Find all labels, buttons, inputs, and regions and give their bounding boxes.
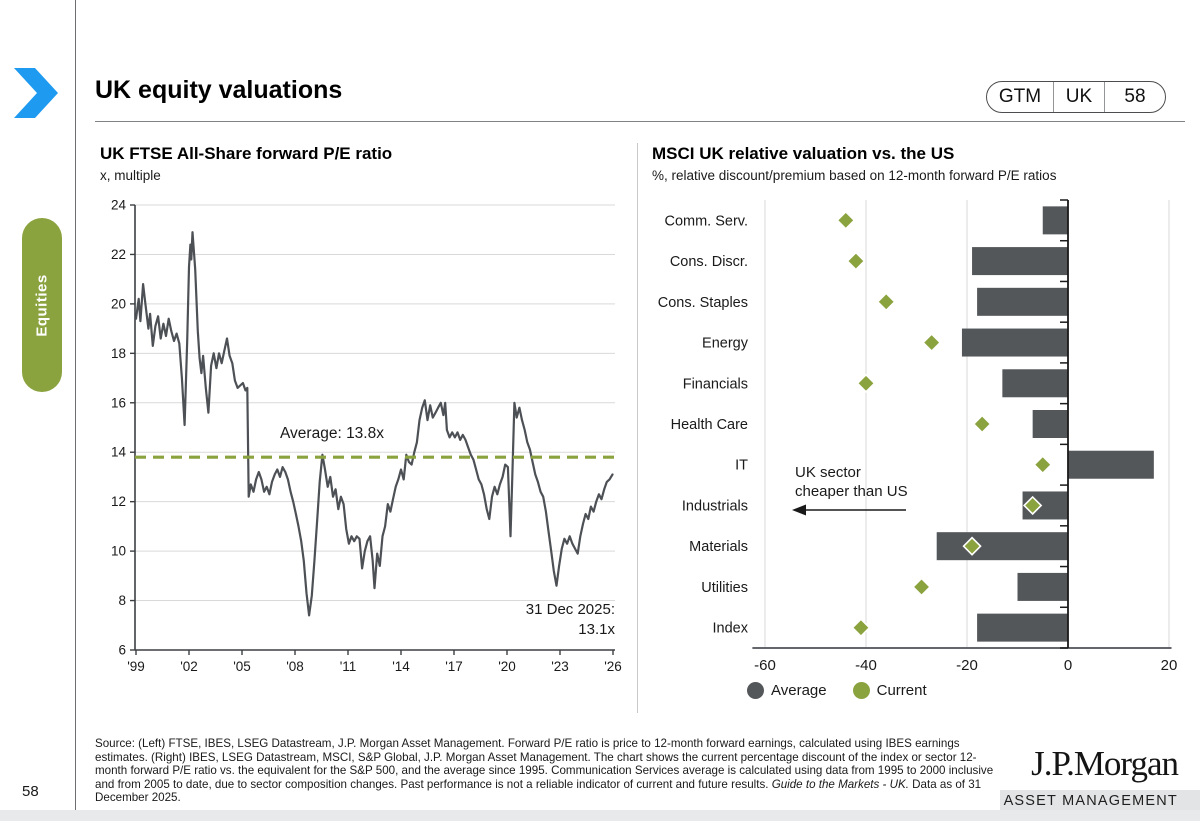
average-bar — [1042, 206, 1068, 235]
sidebar-tab-label: Equities — [33, 273, 51, 337]
y-tick-label: 14 — [111, 445, 127, 460]
category-label: Cons. Staples — [658, 295, 748, 311]
x-tick-label: '99 — [127, 659, 145, 674]
forward-pe-line-chart: 6 8 10 12 14 16 18 20 22 24 '99 '02 '05 '08 '11 '14 '17 '… — [111, 198, 622, 675]
current-diamond — [922, 332, 942, 353]
jpmorgan-logo: J.P.Morgan — [1031, 744, 1179, 783]
category-label: Financials — [683, 376, 748, 392]
right-chart-title: MSCI UK relative valuation vs. the US — [652, 144, 955, 163]
latest-value-date: 31 Dec 2025: — [525, 601, 615, 618]
left-chart-title: UK FTSE All-Share forward P/E ratio — [100, 144, 393, 163]
x-tick-label: '20 — [498, 659, 516, 674]
y-tick-label: 8 — [118, 593, 126, 608]
category-label: Materials — [689, 539, 748, 555]
y-tick-label: 10 — [111, 544, 126, 559]
x-tick-label: '08 — [286, 659, 304, 674]
average-bar — [961, 328, 1068, 357]
chevron-icon — [14, 68, 58, 118]
x-tick-label: -60 — [754, 657, 776, 674]
page-number: 58 — [22, 783, 39, 800]
average-bar — [977, 287, 1068, 316]
charts-divider — [637, 143, 638, 713]
x-tick-label: '02 — [180, 659, 198, 674]
average-bar — [1068, 450, 1154, 479]
y-tick-label: 6 — [118, 643, 126, 658]
average-bar — [972, 247, 1068, 276]
average-bar — [1032, 410, 1068, 438]
latest-value-number: 13.1x — [578, 621, 615, 638]
x-tick-label: '23 — [551, 659, 569, 674]
current-diamond — [846, 251, 866, 271]
average-bar — [936, 532, 1068, 561]
current-diamond — [856, 373, 876, 393]
asset-management-band: ASSET MANAGEMENT — [1000, 790, 1200, 812]
current-swatch — [852, 682, 870, 699]
current-diamond — [876, 292, 896, 312]
current-diamond — [836, 210, 856, 230]
title-divider — [95, 121, 1185, 122]
category-label: Utilities — [701, 580, 748, 596]
right-chart-subtitle: %, relative discount/premium based on 12… — [652, 168, 1057, 183]
pe-ratio-line — [134, 231, 614, 617]
current-diamond — [1033, 455, 1053, 475]
y-tick-label: 24 — [111, 198, 127, 213]
y-tick-label: 20 — [111, 296, 126, 311]
average-bar — [1002, 369, 1068, 398]
tag-country: UK — [1053, 82, 1105, 112]
y-tick-label: 22 — [111, 247, 126, 262]
category-label: Energy — [702, 336, 749, 352]
current-diamond — [911, 577, 932, 597]
current-diamond — [962, 536, 982, 556]
x-tick-label: '14 — [392, 659, 410, 674]
y-tick-label: 16 — [111, 395, 126, 410]
slide-tag-pill: GTM UK 58 — [986, 81, 1166, 113]
x-tick-label: '26 — [604, 659, 622, 674]
legend-current-label: Current — [876, 682, 927, 699]
average-line-label: Average: 13.8x — [280, 425, 384, 442]
category-label: Industrials — [682, 498, 748, 514]
current-diamond — [1023, 495, 1043, 516]
category-label: Comm. Serv. — [664, 213, 748, 229]
x-tick-label: 20 — [1161, 657, 1178, 674]
x-tick-label: 0 — [1064, 657, 1072, 674]
average-bar — [1017, 572, 1068, 601]
current-diamond — [972, 414, 992, 434]
left-vertical-divider — [75, 0, 76, 812]
legend-item-average: Average — [747, 682, 827, 699]
source-note: Source: (Left) FTSE, IBES, LSEG Datastre… — [95, 737, 994, 805]
average-bar — [977, 613, 1068, 642]
sidebar-tab-equities[interactable]: Equities — [22, 218, 62, 392]
latest-value-callout: 31 Dec 2025: 13.1x — [450, 600, 615, 640]
y-tick-label: 12 — [111, 494, 126, 509]
legend-item-current: Current — [852, 682, 927, 699]
bottom-strip — [0, 810, 1200, 821]
category-label: Cons. Discr. — [670, 254, 748, 270]
average-swatch — [747, 682, 764, 699]
legend-average-label: Average — [771, 682, 827, 699]
x-tick-label: -40 — [855, 657, 877, 674]
asset-management-label: ASSET MANAGEMENT — [1003, 793, 1178, 809]
x-tick-label: -20 — [956, 657, 978, 674]
x-tick-label: '11 — [340, 659, 357, 674]
current-diamond — [851, 618, 871, 638]
category-label: Index — [713, 621, 749, 637]
category-label: IT — [735, 458, 748, 474]
left-arrow-icon — [792, 504, 906, 516]
tag-gtm: GTM — [998, 86, 1042, 107]
left-chart-subtitle: x, multiple — [100, 168, 161, 183]
y-tick-label: 18 — [111, 346, 126, 361]
page-title: UK equity valuations — [95, 76, 343, 104]
chart-legend: Average Current — [747, 682, 927, 699]
cheaper-annotation: UK sector cheaper than US — [795, 464, 908, 500]
x-tick-label: '17 — [445, 659, 463, 674]
x-tick-label: '05 — [233, 659, 251, 674]
relative-valuation-bar-chart: Comm. Serv. Cons. Discr. Cons. Staples Ener… — [658, 199, 1178, 674]
tag-page-number: 58 — [1124, 86, 1146, 107]
guide-title-italic: Guide to the Markets - UK. — [771, 777, 909, 791]
category-label: Health Care — [671, 417, 748, 433]
